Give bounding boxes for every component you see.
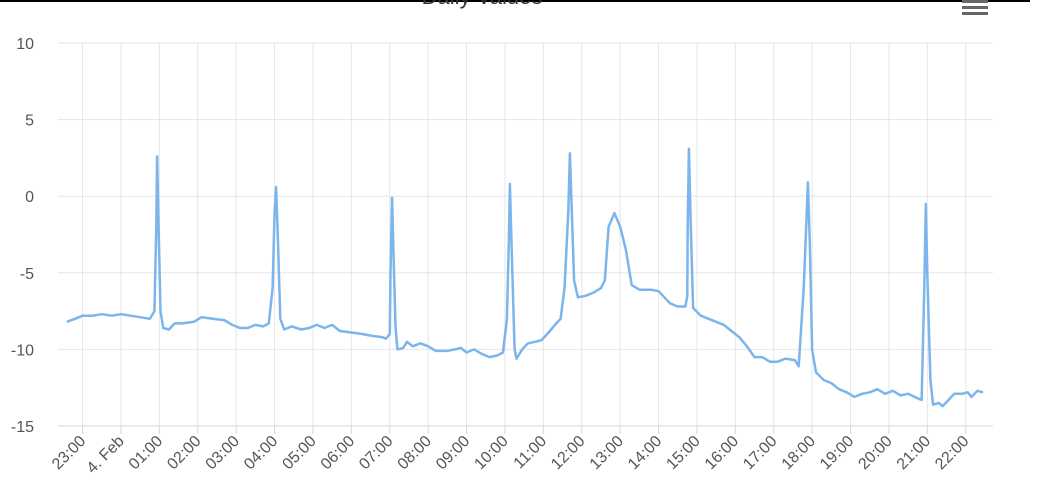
x-tick-label: 17:00 [740, 433, 780, 473]
x-tick-label: 10:00 [471, 433, 511, 473]
x-tick-label: 07:00 [356, 433, 396, 473]
x-tick-label: 18:00 [779, 433, 819, 473]
x-tick-label: 06:00 [318, 433, 358, 473]
x-tick-label: 4. Feb [84, 433, 128, 477]
menu-button[interactable] [962, 0, 988, 15]
x-tick-label: 09:00 [433, 433, 473, 473]
x-tick-label: 03:00 [203, 433, 243, 473]
y-tick-label: -15 [11, 419, 34, 436]
y-tick-label: -10 [11, 342, 34, 359]
x-tick-label: 12:00 [548, 433, 588, 473]
x-tick-label: 08:00 [395, 433, 435, 473]
chart-title: Daily Values [422, 0, 543, 9]
y-tick-label: 10 [16, 36, 34, 53]
x-tick-label: 01:00 [126, 433, 166, 473]
x-tick-label: 11:00 [511, 433, 551, 473]
x-tick-label: 14:00 [625, 433, 665, 473]
x-tick-label: 13:00 [587, 433, 627, 473]
line-series [66, 147, 984, 408]
x-tick-label: 05:00 [279, 433, 319, 473]
y-tick-label: -5 [20, 266, 34, 283]
x-tick-label: 02:00 [164, 433, 204, 473]
x-tick-label: 20:00 [855, 433, 895, 473]
x-tick-label: 19:00 [817, 433, 857, 473]
x-tick-label: 22:00 [932, 433, 972, 473]
x-tick-label: 15:00 [663, 433, 703, 473]
y-tick-label: 0 [25, 189, 34, 206]
y-tick-label: 5 [25, 113, 34, 130]
x-tick-label: 23:00 [49, 433, 89, 473]
x-tick-label: 16:00 [702, 433, 742, 473]
x-tick-label: 04:00 [241, 433, 281, 473]
x-tick-label: 21:00 [894, 433, 934, 473]
